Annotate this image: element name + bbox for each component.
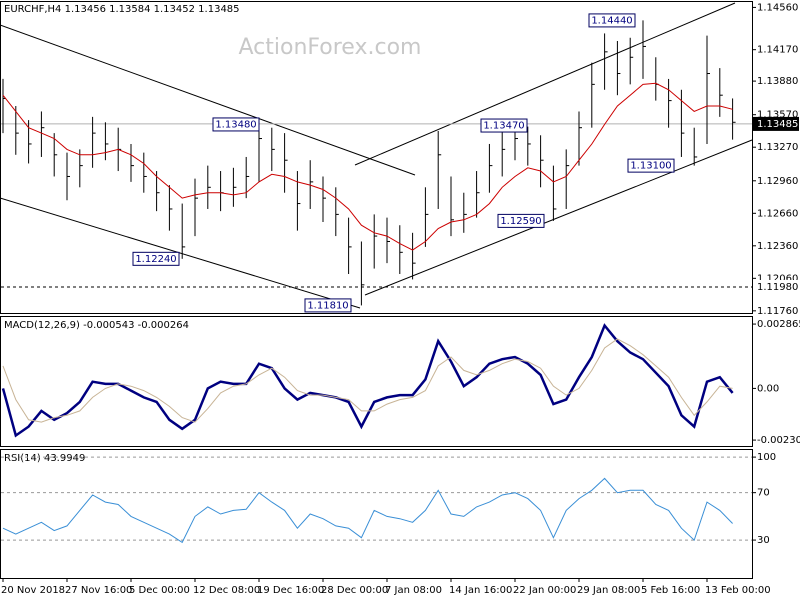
y-tick-label: 1.13270 — [757, 142, 798, 153]
price-annotation — [627, 158, 675, 173]
macd-panel — [0, 316, 753, 447]
price-annotation — [588, 13, 636, 28]
level-box — [753, 279, 799, 294]
price-annotation — [497, 213, 545, 228]
y-tick-label: 0.00 — [757, 383, 779, 394]
trend-line — [364, 139, 753, 296]
watermark: ActionForex.com — [239, 35, 422, 60]
y-tick-label: 1.13570 — [757, 110, 798, 121]
x-tick-label: 28 Dec 00:00 — [321, 585, 388, 596]
x-tick-label: 14 Jan 16:00 — [449, 585, 512, 596]
trend-line — [0, 197, 361, 309]
price-annotation-label: 1.12590 — [500, 216, 541, 227]
x-tick-label: 29 Jan 08:00 — [577, 585, 640, 596]
trend-line — [354, 2, 736, 166]
price-annotation-label: 1.11810 — [307, 300, 348, 311]
x-tick-label: 22 Jan 00:00 — [513, 585, 576, 596]
trend-line — [0, 24, 416, 176]
price-annotation-label: 1.13470 — [483, 121, 524, 132]
x-tick-label: 13 Feb 00:00 — [705, 585, 771, 596]
price-annotation — [480, 118, 528, 133]
y-tick-label: 1.12360 — [757, 241, 798, 252]
price-annotation-label: 1.13100 — [630, 161, 671, 172]
x-tick-label: 19 Dec 16:00 — [257, 585, 324, 596]
price-title: EURCHF,H4 1.13456 1.13584 1.13452 1.1348… — [4, 4, 240, 15]
y-tick-label: 1.12060 — [757, 273, 798, 284]
series-line — [2, 82, 733, 251]
price-panel — [0, 1, 753, 314]
last-price-box — [753, 116, 799, 131]
level-label: 1.11980 — [757, 282, 798, 293]
x-tick-label: 5 Dec 00:00 — [129, 585, 190, 596]
price-annotation-label: 1.14440 — [591, 15, 632, 26]
y-tick-label: 1.13880 — [757, 76, 798, 87]
y-tick-label: 1.11760 — [757, 306, 798, 317]
series-line — [1, 323, 734, 438]
series-line — [2, 338, 733, 423]
series-line — [2, 477, 733, 544]
x-tick-label: 7 Jan 08:00 — [385, 585, 442, 596]
y-tick-label: -0.002302 — [757, 435, 800, 446]
y-tick-label: 100 — [757, 452, 776, 463]
x-tick-label: 20 Nov 2018 — [1, 585, 65, 596]
rsi-title: RSI(14) 43.9949 — [4, 453, 85, 464]
x-tick-label: 27 Nov 16:00 — [65, 585, 132, 596]
y-tick-label: 1.12660 — [757, 208, 798, 219]
y-tick-label: 1.14560 — [757, 2, 798, 13]
last-price-label: 1.13485 — [757, 119, 798, 130]
price-annotation — [212, 117, 260, 132]
price-annotation — [304, 298, 352, 313]
rsi-panel — [0, 449, 753, 579]
price-annotation-label: 1.12240 — [135, 254, 176, 265]
y-tick-label: 1.12960 — [757, 176, 798, 187]
y-tick-label: 0.002865 — [757, 319, 800, 330]
price-annotation-label: 1.13480 — [215, 119, 256, 130]
x-tick-label: 12 Dec 08:00 — [193, 585, 260, 596]
y-tick-label: 70 — [757, 488, 770, 499]
x-tick-label: 5 Feb 16:00 — [641, 585, 700, 596]
y-tick-label: 1.14170 — [757, 45, 798, 56]
price-annotation — [132, 251, 180, 266]
y-tick-label: 30 — [757, 535, 770, 546]
macd-title: MACD(12,26,9) -0.000543 -0.000264 — [4, 320, 189, 331]
